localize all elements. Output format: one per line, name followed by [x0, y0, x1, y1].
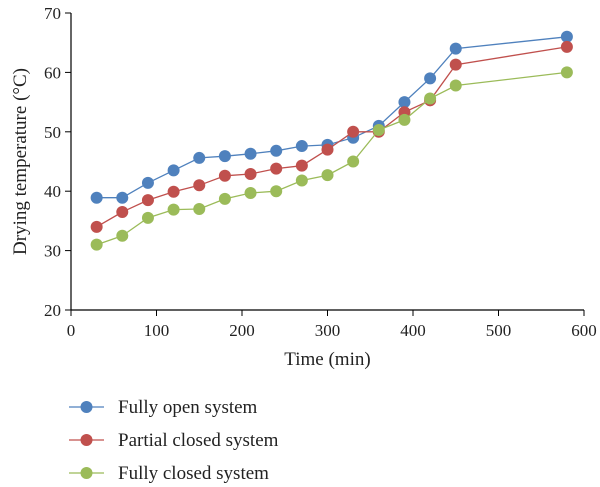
legend-marker	[80, 401, 93, 413]
data-point	[167, 203, 180, 216]
y-tick-label: 70	[44, 4, 61, 23]
data-point	[449, 42, 462, 55]
data-point	[347, 155, 360, 168]
series-line	[96, 36, 567, 199]
legend-item-partial-closed-system: Partial closed system	[69, 430, 279, 451]
data-point	[449, 58, 462, 71]
series-line	[96, 46, 568, 228]
data-point	[398, 113, 411, 126]
data-point	[90, 238, 103, 251]
series-fully-closed-system	[90, 66, 573, 251]
axes: 0 100 200 300 400 500 600 20 30 40 50 60 70	[44, 4, 597, 340]
data-point	[193, 203, 206, 216]
data-point	[244, 147, 257, 160]
data-point	[372, 124, 385, 137]
legend-label: Fully open system	[118, 397, 258, 418]
data-point	[116, 191, 129, 204]
x-tick-label: 200	[229, 321, 255, 340]
data-point	[449, 79, 462, 92]
data-point	[167, 185, 180, 198]
data-point	[270, 185, 283, 198]
y-tick-label: 40	[44, 182, 61, 201]
data-point	[116, 229, 129, 242]
series-line	[96, 71, 567, 246]
data-point	[295, 174, 308, 187]
x-tick-label: 0	[67, 321, 76, 340]
data-point	[193, 179, 206, 192]
data-point	[218, 169, 231, 182]
legend-label: Fully closed system	[118, 463, 269, 484]
data-point	[244, 186, 257, 199]
x-tick-label: 500	[486, 321, 512, 340]
data-point	[560, 66, 573, 79]
data-point	[90, 220, 103, 233]
data-point	[295, 140, 308, 153]
data-point	[244, 167, 257, 180]
series-fully-open-system	[90, 30, 573, 204]
data-point	[193, 151, 206, 164]
data-point	[295, 159, 308, 172]
data-point	[424, 92, 437, 105]
data-point	[167, 164, 180, 177]
data-point	[424, 72, 437, 85]
data-point	[321, 169, 334, 182]
data-point	[398, 96, 411, 109]
x-tick-label: 400	[400, 321, 426, 340]
data-point	[90, 191, 103, 204]
series-partial-closed-system	[90, 40, 573, 233]
data-point	[560, 30, 573, 43]
y-axis-title: Drying temperature (°C)	[10, 68, 31, 255]
legend-item-fully-open-system: Fully open system	[69, 397, 258, 418]
data-point	[218, 150, 231, 163]
series-layer	[90, 30, 573, 251]
x-tick-label: 100	[144, 321, 170, 340]
legend: Fully open system Partial closed system Fu…	[69, 397, 279, 484]
y-tick-label: 20	[44, 301, 61, 320]
legend-marker	[80, 467, 93, 479]
x-axis-title: Time (min)	[284, 349, 370, 370]
y-tick-label: 50	[44, 123, 61, 142]
data-point	[141, 194, 154, 207]
data-point	[560, 40, 573, 53]
x-tick-label: 600	[571, 321, 597, 340]
legend-label: Partial closed system	[118, 430, 279, 451]
y-tick-label: 30	[44, 242, 61, 261]
y-tick-label: 60	[44, 63, 61, 82]
data-point	[141, 176, 154, 189]
legend-marker	[80, 434, 93, 446]
data-point	[321, 143, 334, 156]
legend-item-fully-closed-system: Fully closed system	[69, 463, 269, 484]
data-point	[270, 162, 283, 175]
data-point	[270, 144, 283, 157]
data-point	[347, 125, 360, 138]
data-point	[141, 211, 154, 224]
data-point	[116, 205, 129, 218]
x-tick-label: 300	[315, 321, 341, 340]
data-point	[218, 192, 231, 205]
